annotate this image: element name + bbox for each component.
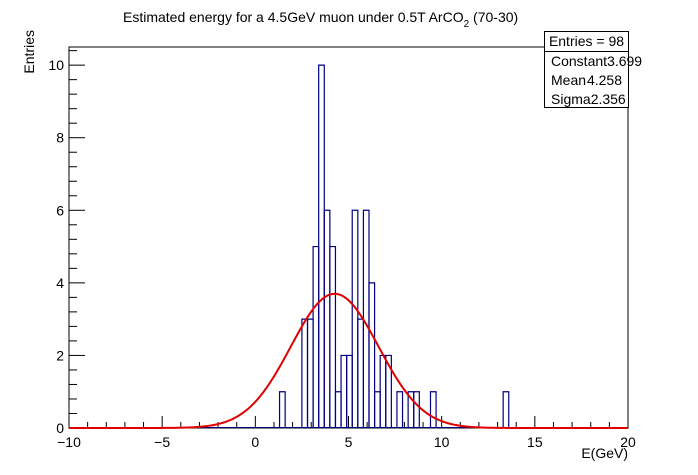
y-tick-label: 0 xyxy=(56,420,64,436)
histogram-bin xyxy=(429,391,437,428)
x-tick-label: 5 xyxy=(345,434,353,450)
stats-label-mean: Mean xyxy=(551,72,587,88)
histogram-bin xyxy=(301,318,309,428)
stats-box: Entries = 98 Constant 3.699 Mean 4.258 S… xyxy=(544,31,642,109)
histogram-bin xyxy=(351,209,359,428)
x-tick-label: −5 xyxy=(154,434,170,450)
histogram-bin xyxy=(329,245,337,428)
stats-value-constant: 3.699 xyxy=(607,53,643,69)
plot-area: −10 −5 0 5 10 15 20 0 2 4 6 8 10 xyxy=(48,46,636,450)
chart-title-main: Estimated energy for a 4.5GeV muon under… xyxy=(123,9,464,25)
histogram-bin xyxy=(346,354,353,428)
y-tick-label: 10 xyxy=(48,57,64,73)
histogram-bin xyxy=(306,318,314,428)
stats-value-mean: 4.258 xyxy=(586,72,622,88)
stats-row-sigma: Sigma 2.356 xyxy=(545,90,628,109)
stats-row-mean: Mean 4.258 xyxy=(545,71,628,90)
stats-row-constant: Constant 3.699 xyxy=(545,52,642,71)
histogram-bin xyxy=(368,282,376,428)
y-tick-label: 2 xyxy=(56,347,64,363)
gaussian-fit-curve xyxy=(69,292,628,429)
x-tick-label: 10 xyxy=(434,434,450,450)
chart-title-tail: (70-30) xyxy=(469,9,518,25)
histogram-bin xyxy=(502,391,510,428)
stats-value-sigma: 2.356 xyxy=(590,91,626,107)
y-axis-label: Entries xyxy=(21,30,37,74)
histogram-bin xyxy=(340,354,348,428)
histogram-bin xyxy=(312,245,320,428)
histogram-bin xyxy=(385,354,392,428)
y-tick-label: 8 xyxy=(56,130,64,146)
histogram-bin xyxy=(278,391,286,428)
x-tick-label: 20 xyxy=(620,434,636,450)
y-tick-label: 6 xyxy=(56,202,64,218)
histogram-bin xyxy=(318,64,325,428)
histogram-bin xyxy=(373,391,381,428)
stats-label-constant: Constant xyxy=(551,53,608,69)
stats-label-sigma: Sigma xyxy=(551,91,591,107)
stats-entries: Entries = 98 xyxy=(545,32,628,52)
histogram-bin xyxy=(357,318,365,428)
x-axis-label: E(GeV) xyxy=(581,445,628,461)
chart-title-subscript: 2 xyxy=(464,19,470,30)
x-tick-label: −10 xyxy=(57,434,81,450)
histogram-bin xyxy=(396,391,404,428)
histogram-bin xyxy=(334,391,342,428)
x-tick-label: 0 xyxy=(251,434,259,450)
histogram-bin xyxy=(379,354,387,428)
histogram-bin xyxy=(323,209,331,428)
histogram-bin xyxy=(413,391,420,428)
y-tick-label: 4 xyxy=(56,275,64,291)
chart-title: Estimated energy for a 4.5GeV muon under… xyxy=(123,9,518,30)
x-tick-label: 15 xyxy=(527,434,543,450)
